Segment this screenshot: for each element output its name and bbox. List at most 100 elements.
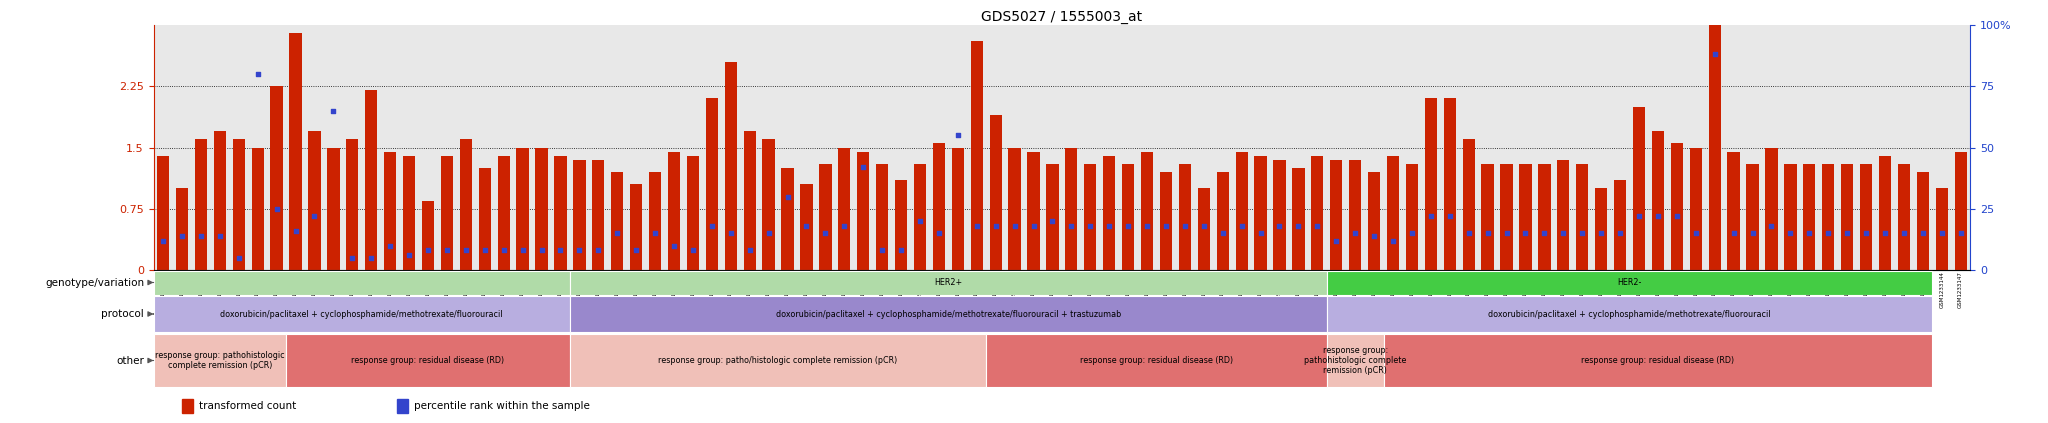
Bar (1008, 148, 1020, 270)
Point (1888, 230, 1921, 236)
Point (279, 228, 311, 234)
Bar (1292, 168, 1305, 270)
Text: doxorubicin/paclitaxel + cyclophosphamide/methotrexate/fluorouracil: doxorubicin/paclitaxel + cyclophosphamid… (221, 310, 504, 319)
Bar (1198, 188, 1210, 270)
Point (961, 222, 993, 229)
Bar (1747, 164, 1759, 270)
Bar (328, 148, 340, 270)
Point (1907, 230, 1939, 236)
Title: GDS5027 / 1555003_at: GDS5027 / 1555003_at (981, 10, 1143, 24)
Bar (1898, 164, 1911, 270)
Bar (1083, 164, 1096, 270)
Bar (1690, 148, 1702, 270)
Point (1073, 222, 1106, 229)
Text: response group: residual disease (RD): response group: residual disease (RD) (1581, 356, 1735, 365)
Point (1528, 230, 1561, 236)
Bar (479, 168, 492, 270)
Bar (1784, 164, 1796, 270)
Point (696, 222, 729, 229)
Bar (346, 139, 358, 270)
Bar (782, 168, 795, 270)
Bar (195, 139, 207, 270)
FancyBboxPatch shape (287, 334, 569, 387)
Bar (1217, 172, 1229, 270)
Bar (952, 148, 965, 270)
Bar (1180, 164, 1192, 270)
Point (487, 247, 520, 254)
Point (1774, 230, 1806, 236)
Point (430, 247, 463, 254)
Point (827, 222, 860, 229)
Bar (158, 156, 170, 270)
Bar (516, 148, 528, 270)
Bar (1235, 151, 1247, 270)
Bar (913, 164, 926, 270)
Point (791, 222, 823, 229)
Bar (403, 156, 416, 270)
Point (866, 247, 899, 254)
Bar (1954, 151, 1966, 270)
Bar (1595, 188, 1608, 270)
Point (600, 230, 633, 236)
FancyBboxPatch shape (154, 270, 569, 294)
Bar (1159, 172, 1171, 270)
Point (203, 232, 236, 239)
Bar (1614, 180, 1626, 270)
Point (997, 222, 1030, 229)
Bar (252, 148, 264, 270)
Text: doxorubicin/paclitaxel + cyclophosphamide/methotrexate/fluorouracil: doxorubicin/paclitaxel + cyclophosphamid… (1489, 310, 1772, 319)
Text: genotype/variation: genotype/variation (45, 277, 143, 288)
Point (1112, 222, 1145, 229)
Point (1149, 222, 1182, 229)
Bar (1368, 172, 1380, 270)
Point (1206, 230, 1239, 236)
Point (336, 254, 369, 261)
Point (1188, 222, 1221, 229)
Bar (819, 164, 831, 270)
Point (1036, 217, 1069, 224)
Bar (989, 115, 1001, 270)
Bar (1802, 164, 1815, 270)
Point (1094, 222, 1126, 229)
Bar (668, 151, 680, 270)
FancyBboxPatch shape (154, 334, 287, 387)
Text: response group: pathohistologic
complete remission (pCR): response group: pathohistologic complete… (156, 351, 285, 370)
Bar (176, 188, 188, 270)
Point (1718, 230, 1751, 236)
Point (317, 107, 350, 114)
Point (1944, 230, 1976, 236)
Bar (1729, 151, 1741, 270)
Point (1055, 222, 1087, 229)
Point (809, 230, 842, 236)
Point (715, 230, 748, 236)
Point (412, 247, 444, 254)
Point (772, 193, 805, 200)
Point (922, 230, 954, 236)
Bar (1350, 160, 1362, 270)
Bar (1538, 164, 1550, 270)
Bar (1425, 99, 1438, 270)
Point (1282, 222, 1315, 229)
FancyBboxPatch shape (569, 270, 1327, 294)
Point (242, 71, 274, 77)
Bar (743, 131, 756, 270)
Point (1339, 230, 1372, 236)
Bar (1065, 148, 1077, 270)
Bar (1708, 25, 1720, 270)
Point (1300, 222, 1333, 229)
Bar (309, 131, 322, 270)
Bar (895, 180, 907, 270)
Bar (1917, 172, 1929, 270)
Point (1546, 230, 1579, 236)
Bar (182, 398, 193, 412)
FancyBboxPatch shape (154, 296, 569, 332)
Bar (725, 62, 737, 270)
Bar (1935, 188, 1948, 270)
Bar (686, 156, 698, 270)
Bar (707, 99, 719, 270)
Text: doxorubicin/paclitaxel + cyclophosphamide/methotrexate/fluorouracil + trastuzuma: doxorubicin/paclitaxel + cyclophosphamid… (776, 310, 1120, 319)
Point (1434, 213, 1466, 220)
Bar (233, 139, 246, 270)
Bar (573, 160, 586, 270)
Text: HER2-: HER2- (1618, 278, 1642, 287)
